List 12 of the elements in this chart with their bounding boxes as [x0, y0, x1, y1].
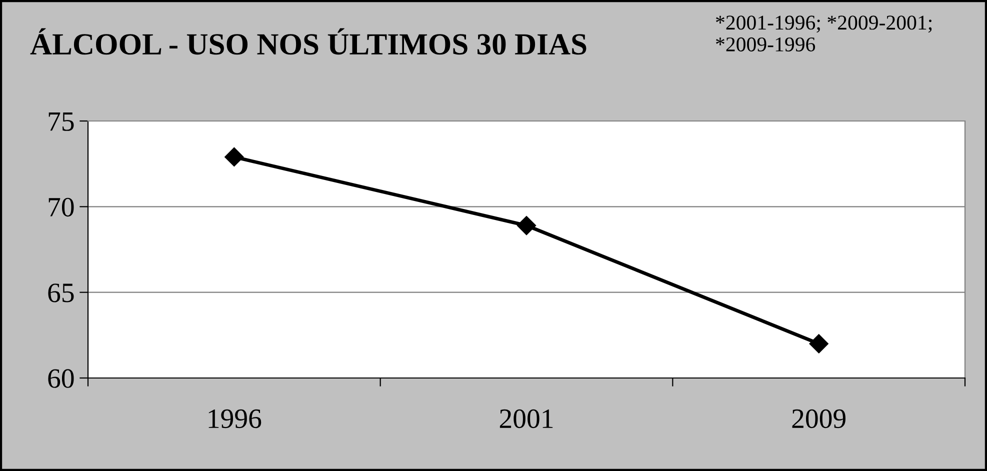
- x-tick-label: 2001: [500, 409, 553, 428]
- y-tick-label: 75: [48, 112, 74, 131]
- y-tick-label: 70: [48, 198, 74, 217]
- x-tick-label: 1996: [208, 409, 262, 428]
- point: [224, 147, 244, 167]
- point: [809, 334, 828, 354]
- y-tick-label: 60: [48, 369, 74, 388]
- text: *2001-1996; *2009-2001; *2009-1996: [716, 16, 932, 52]
- y-tick-label: 65: [48, 284, 74, 302]
- point: [516, 216, 536, 236]
- x-tick-label: 2009: [792, 409, 846, 428]
- chart-title: ÁLCOOL - USO NOS ÚLTIMOS 30 DIAS: [30, 28, 586, 55]
